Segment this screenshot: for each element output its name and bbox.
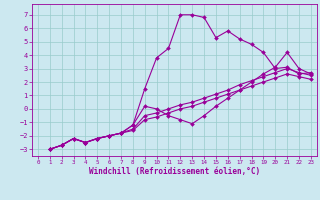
X-axis label: Windchill (Refroidissement éolien,°C): Windchill (Refroidissement éolien,°C) [89,167,260,176]
